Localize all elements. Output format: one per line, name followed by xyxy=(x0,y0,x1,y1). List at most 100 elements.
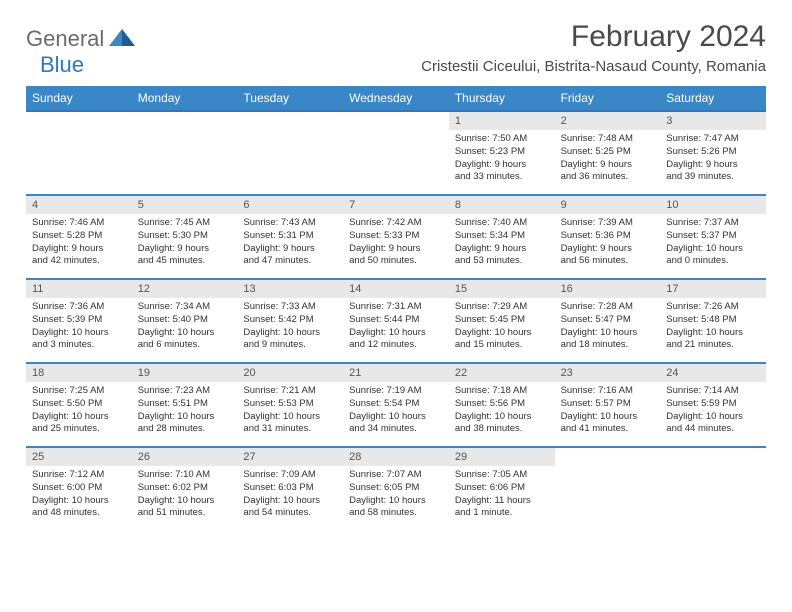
day-info: Sunrise: 7:45 AMSunset: 5:30 PMDaylight:… xyxy=(132,214,238,272)
day-info-line: Daylight: 9 hours xyxy=(561,243,655,256)
day-cell: 15Sunrise: 7:29 AMSunset: 5:45 PMDayligh… xyxy=(449,280,555,362)
day-info-line: and 25 minutes. xyxy=(32,423,126,436)
day-info-line: Sunrise: 7:43 AM xyxy=(243,217,337,230)
day-info-line: Daylight: 10 hours xyxy=(32,495,126,508)
day-info-line: and 48 minutes. xyxy=(32,507,126,520)
day-number: 23 xyxy=(555,364,661,382)
day-info-line: Sunset: 5:45 PM xyxy=(455,314,549,327)
day-info-line: Sunrise: 7:05 AM xyxy=(455,469,549,482)
day-number: 26 xyxy=(132,448,238,466)
day-number: 18 xyxy=(26,364,132,382)
day-info-line: and 28 minutes. xyxy=(138,423,232,436)
day-number: 17 xyxy=(660,280,766,298)
day-info: Sunrise: 7:26 AMSunset: 5:48 PMDaylight:… xyxy=(660,298,766,356)
day-info-line: and 21 minutes. xyxy=(666,339,760,352)
month-title: February 2024 xyxy=(421,20,766,54)
day-info-line: Sunset: 5:39 PM xyxy=(32,314,126,327)
day-info-line: Sunrise: 7:19 AM xyxy=(349,385,443,398)
weekday-thursday: Thursday xyxy=(449,86,555,110)
day-info-line: Sunset: 5:56 PM xyxy=(455,398,549,411)
weekday-saturday: Saturday xyxy=(660,86,766,110)
day-info-line: Sunrise: 7:40 AM xyxy=(455,217,549,230)
logo-triangle-icon xyxy=(109,26,135,46)
day-info-line: Daylight: 9 hours xyxy=(455,243,549,256)
day-info-line: Daylight: 9 hours xyxy=(243,243,337,256)
day-info: Sunrise: 7:39 AMSunset: 5:36 PMDaylight:… xyxy=(555,214,661,272)
day-info-line: Sunrise: 7:28 AM xyxy=(561,301,655,314)
day-info-line: Sunset: 5:42 PM xyxy=(243,314,337,327)
day-info: Sunrise: 7:21 AMSunset: 5:53 PMDaylight:… xyxy=(237,382,343,440)
day-info-line: Sunrise: 7:25 AM xyxy=(32,385,126,398)
day-info-line: Sunrise: 7:29 AM xyxy=(455,301,549,314)
location-text: Cristestii Ciceului, Bistrita-Nasaud Cou… xyxy=(421,58,766,75)
day-info-line: Sunset: 5:50 PM xyxy=(32,398,126,411)
calendar-body: 1Sunrise: 7:50 AMSunset: 5:23 PMDaylight… xyxy=(26,112,766,530)
day-cell xyxy=(660,448,766,530)
day-info-line: Sunset: 5:34 PM xyxy=(455,230,549,243)
day-cell: 4Sunrise: 7:46 AMSunset: 5:28 PMDaylight… xyxy=(26,196,132,278)
day-info-line: Sunrise: 7:42 AM xyxy=(349,217,443,230)
week-row: 11Sunrise: 7:36 AMSunset: 5:39 PMDayligh… xyxy=(26,280,766,364)
day-number: 22 xyxy=(449,364,555,382)
day-info-line: Daylight: 10 hours xyxy=(243,495,337,508)
day-cell: 8Sunrise: 7:40 AMSunset: 5:34 PMDaylight… xyxy=(449,196,555,278)
day-cell: 11Sunrise: 7:36 AMSunset: 5:39 PMDayligh… xyxy=(26,280,132,362)
day-number: 27 xyxy=(237,448,343,466)
day-info-line: and 9 minutes. xyxy=(243,339,337,352)
day-number: 4 xyxy=(26,196,132,214)
day-info-line: Sunrise: 7:50 AM xyxy=(455,133,549,146)
day-info: Sunrise: 7:34 AMSunset: 5:40 PMDaylight:… xyxy=(132,298,238,356)
day-info: Sunrise: 7:47 AMSunset: 5:26 PMDaylight:… xyxy=(660,130,766,188)
day-info: Sunrise: 7:14 AMSunset: 5:59 PMDaylight:… xyxy=(660,382,766,440)
day-info: Sunrise: 7:29 AMSunset: 5:45 PMDaylight:… xyxy=(449,298,555,356)
day-info: Sunrise: 7:05 AMSunset: 6:06 PMDaylight:… xyxy=(449,466,555,524)
day-info-line: Daylight: 9 hours xyxy=(138,243,232,256)
day-info-line: and 51 minutes. xyxy=(138,507,232,520)
day-info: Sunrise: 7:25 AMSunset: 5:50 PMDaylight:… xyxy=(26,382,132,440)
day-cell: 23Sunrise: 7:16 AMSunset: 5:57 PMDayligh… xyxy=(555,364,661,446)
day-cell: 19Sunrise: 7:23 AMSunset: 5:51 PMDayligh… xyxy=(132,364,238,446)
day-number: 24 xyxy=(660,364,766,382)
day-number: 7 xyxy=(343,196,449,214)
day-cell: 18Sunrise: 7:25 AMSunset: 5:50 PMDayligh… xyxy=(26,364,132,446)
day-info-line: Sunset: 6:03 PM xyxy=(243,482,337,495)
day-info-line: Sunset: 5:31 PM xyxy=(243,230,337,243)
logo-text-general: General xyxy=(26,26,104,51)
day-info-line: Sunrise: 7:16 AM xyxy=(561,385,655,398)
day-info-line: Daylight: 10 hours xyxy=(666,243,760,256)
day-info-line: Daylight: 9 hours xyxy=(455,159,549,172)
day-info-line: Daylight: 10 hours xyxy=(243,411,337,424)
day-info-line: Daylight: 9 hours xyxy=(32,243,126,256)
day-number: 15 xyxy=(449,280,555,298)
day-number: 25 xyxy=(26,448,132,466)
day-number: 29 xyxy=(449,448,555,466)
day-info-line: Sunrise: 7:26 AM xyxy=(666,301,760,314)
day-info-line: Sunrise: 7:39 AM xyxy=(561,217,655,230)
day-info-line: Daylight: 10 hours xyxy=(32,411,126,424)
day-info-line: and 36 minutes. xyxy=(561,171,655,184)
day-info-line: and 47 minutes. xyxy=(243,255,337,268)
day-info-line: Sunrise: 7:34 AM xyxy=(138,301,232,314)
day-info: Sunrise: 7:36 AMSunset: 5:39 PMDaylight:… xyxy=(26,298,132,356)
day-cell: 2Sunrise: 7:48 AMSunset: 5:25 PMDaylight… xyxy=(555,112,661,194)
day-info-line: Daylight: 10 hours xyxy=(32,327,126,340)
day-info-line: Sunset: 6:05 PM xyxy=(349,482,443,495)
day-info-line: Sunset: 6:02 PM xyxy=(138,482,232,495)
day-number: 12 xyxy=(132,280,238,298)
day-cell: 20Sunrise: 7:21 AMSunset: 5:53 PMDayligh… xyxy=(237,364,343,446)
day-cell: 9Sunrise: 7:39 AMSunset: 5:36 PMDaylight… xyxy=(555,196,661,278)
day-info-line: Sunset: 5:53 PM xyxy=(243,398,337,411)
day-info: Sunrise: 7:19 AMSunset: 5:54 PMDaylight:… xyxy=(343,382,449,440)
week-row: 18Sunrise: 7:25 AMSunset: 5:50 PMDayligh… xyxy=(26,364,766,448)
day-info-line: Sunrise: 7:18 AM xyxy=(455,385,549,398)
day-cell: 27Sunrise: 7:09 AMSunset: 6:03 PMDayligh… xyxy=(237,448,343,530)
day-info-line: and 44 minutes. xyxy=(666,423,760,436)
day-cell: 14Sunrise: 7:31 AMSunset: 5:44 PMDayligh… xyxy=(343,280,449,362)
day-info-line: Sunset: 6:06 PM xyxy=(455,482,549,495)
day-info-line: Daylight: 9 hours xyxy=(666,159,760,172)
day-info: Sunrise: 7:16 AMSunset: 5:57 PMDaylight:… xyxy=(555,382,661,440)
day-info: Sunrise: 7:09 AMSunset: 6:03 PMDaylight:… xyxy=(237,466,343,524)
weekday-sunday: Sunday xyxy=(26,86,132,110)
day-cell xyxy=(237,112,343,194)
logo-text-block: General Blue xyxy=(26,26,135,78)
